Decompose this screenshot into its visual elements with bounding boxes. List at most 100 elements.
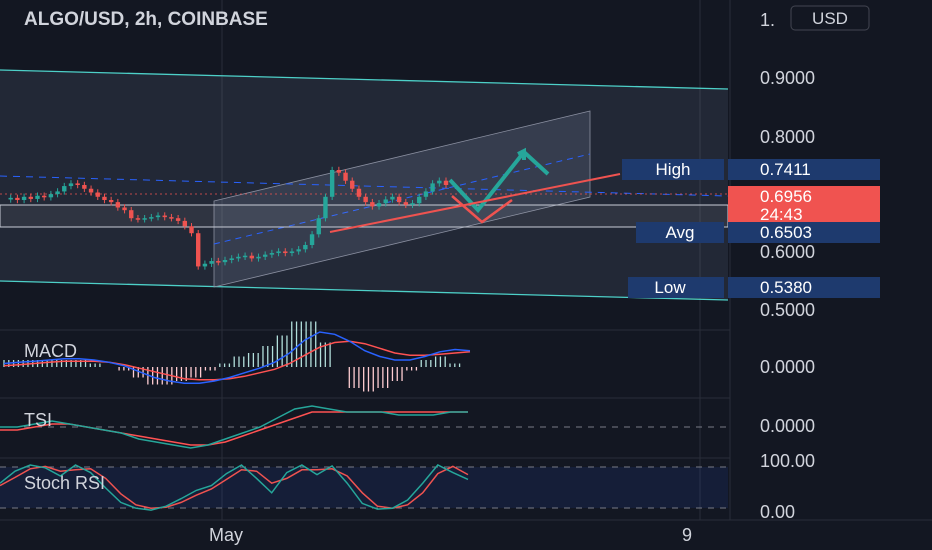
- stoch-band: [0, 467, 728, 508]
- candle-body: [262, 254, 268, 257]
- stoch-axis-label-bottom: 0.00: [760, 502, 795, 522]
- price-tick: 0.5000: [760, 300, 815, 320]
- macd-title: MACD: [24, 341, 77, 361]
- candle-body: [276, 251, 281, 254]
- support-zone: [0, 204, 729, 228]
- price-axis[interactable]: 1. 0.9000 0.8000 0.6000 0.5000: [760, 10, 815, 320]
- candle-body: [108, 200, 114, 203]
- candle-body: [48, 194, 54, 198]
- candle-body: [169, 217, 174, 219]
- candle-body: [269, 253, 275, 255]
- candle-body: [202, 263, 208, 267]
- avg-value-tag: [728, 222, 880, 243]
- low-value: 0.5380: [760, 278, 812, 297]
- candle-body: [28, 196, 33, 199]
- candle-body: [383, 199, 388, 204]
- channel-lower-line: [0, 280, 729, 301]
- candle-body: [283, 251, 288, 254]
- candle-body: [316, 218, 321, 235]
- descending-channel-fill: [0, 70, 728, 300]
- price-tick: 0.8000: [760, 127, 815, 147]
- candle-body: [443, 180, 449, 185]
- candle-body: [242, 255, 248, 258]
- candle-body: [62, 186, 67, 192]
- tsi-pane: [0, 405, 728, 449]
- candle-body: [363, 196, 368, 203]
- candle-body: [122, 207, 127, 211]
- candle-body: [149, 217, 154, 219]
- candle-body: [376, 203, 382, 207]
- macd-axis-label: 0.0000: [760, 357, 815, 377]
- candle-body: [437, 180, 442, 184]
- candle-body: [417, 196, 422, 204]
- candle-body: [55, 191, 60, 195]
- candle-body: [256, 256, 261, 259]
- stoch-k-line: [0, 464, 469, 511]
- channel-upper-line: [0, 69, 729, 90]
- candle-body: [102, 196, 107, 200]
- candle-body: [88, 188, 94, 193]
- macd-pane: [3, 321, 471, 392]
- high-label-tag: [622, 159, 724, 180]
- candle-body: [396, 196, 402, 203]
- candle-body: [155, 215, 161, 218]
- last-price: 0.6956: [760, 187, 812, 206]
- candle-body: [229, 258, 234, 260]
- rising-channel-midline: [213, 153, 591, 245]
- time-label-9: 9: [682, 525, 692, 545]
- candle-countdown: 24:43: [760, 205, 803, 224]
- candle-body: [15, 197, 20, 200]
- macd-signal-line: [3, 340, 471, 381]
- candle-body: [403, 202, 409, 205]
- candle-body: [21, 196, 27, 200]
- macd-line: [3, 331, 471, 385]
- currency-button[interactable]: [790, 5, 870, 31]
- candle-body: [182, 220, 188, 227]
- candle-body: [129, 210, 134, 219]
- candle-body: [68, 183, 74, 187]
- dashed-trendline: [0, 175, 729, 197]
- candle-body: [142, 218, 147, 220]
- high-value: 0.7411: [760, 160, 811, 179]
- candlestick-series: [8, 166, 449, 270]
- red-trendline: [329, 173, 621, 233]
- candle-body: [236, 256, 241, 259]
- candle-body: [95, 192, 100, 197]
- price-tick: 1.: [760, 10, 775, 30]
- candle-body: [162, 215, 167, 218]
- low-value-tag: [728, 277, 880, 298]
- time-label-may: May: [209, 525, 243, 545]
- candle-body: [196, 233, 201, 267]
- last-price-tag: [728, 186, 880, 224]
- tsi-line: [0, 405, 468, 449]
- candle-body: [135, 218, 141, 220]
- avg-label: Avg: [666, 223, 695, 242]
- candle-body: [343, 172, 348, 181]
- candle-body: [336, 170, 342, 173]
- high-label: High: [656, 160, 691, 179]
- tsi-title: TSI: [24, 410, 52, 430]
- candle-body: [356, 188, 362, 197]
- price-tick: 0.9000: [760, 68, 815, 88]
- candle-body: [249, 255, 254, 259]
- candle-body: [423, 191, 429, 197]
- candle-body: [35, 195, 40, 199]
- candle-body: [289, 251, 295, 254]
- candle-body: [309, 234, 315, 245]
- low-label-tag: [628, 277, 724, 298]
- rising-channel: [213, 110, 591, 288]
- avg-value: 0.6503: [760, 223, 812, 242]
- candle-body: [350, 180, 355, 189]
- candle-body: [41, 195, 47, 198]
- candle-body: [430, 183, 435, 192]
- candle-body: [209, 261, 214, 264]
- candle-body: [329, 170, 335, 197]
- avg-label-tag: [636, 222, 724, 243]
- candle-body: [216, 261, 221, 263]
- candle-body: [175, 218, 181, 221]
- candle-body: [390, 196, 395, 200]
- stoch-rsi-title: Stoch RSI: [24, 473, 105, 493]
- candle-body: [82, 185, 87, 189]
- candle-body: [75, 183, 80, 185]
